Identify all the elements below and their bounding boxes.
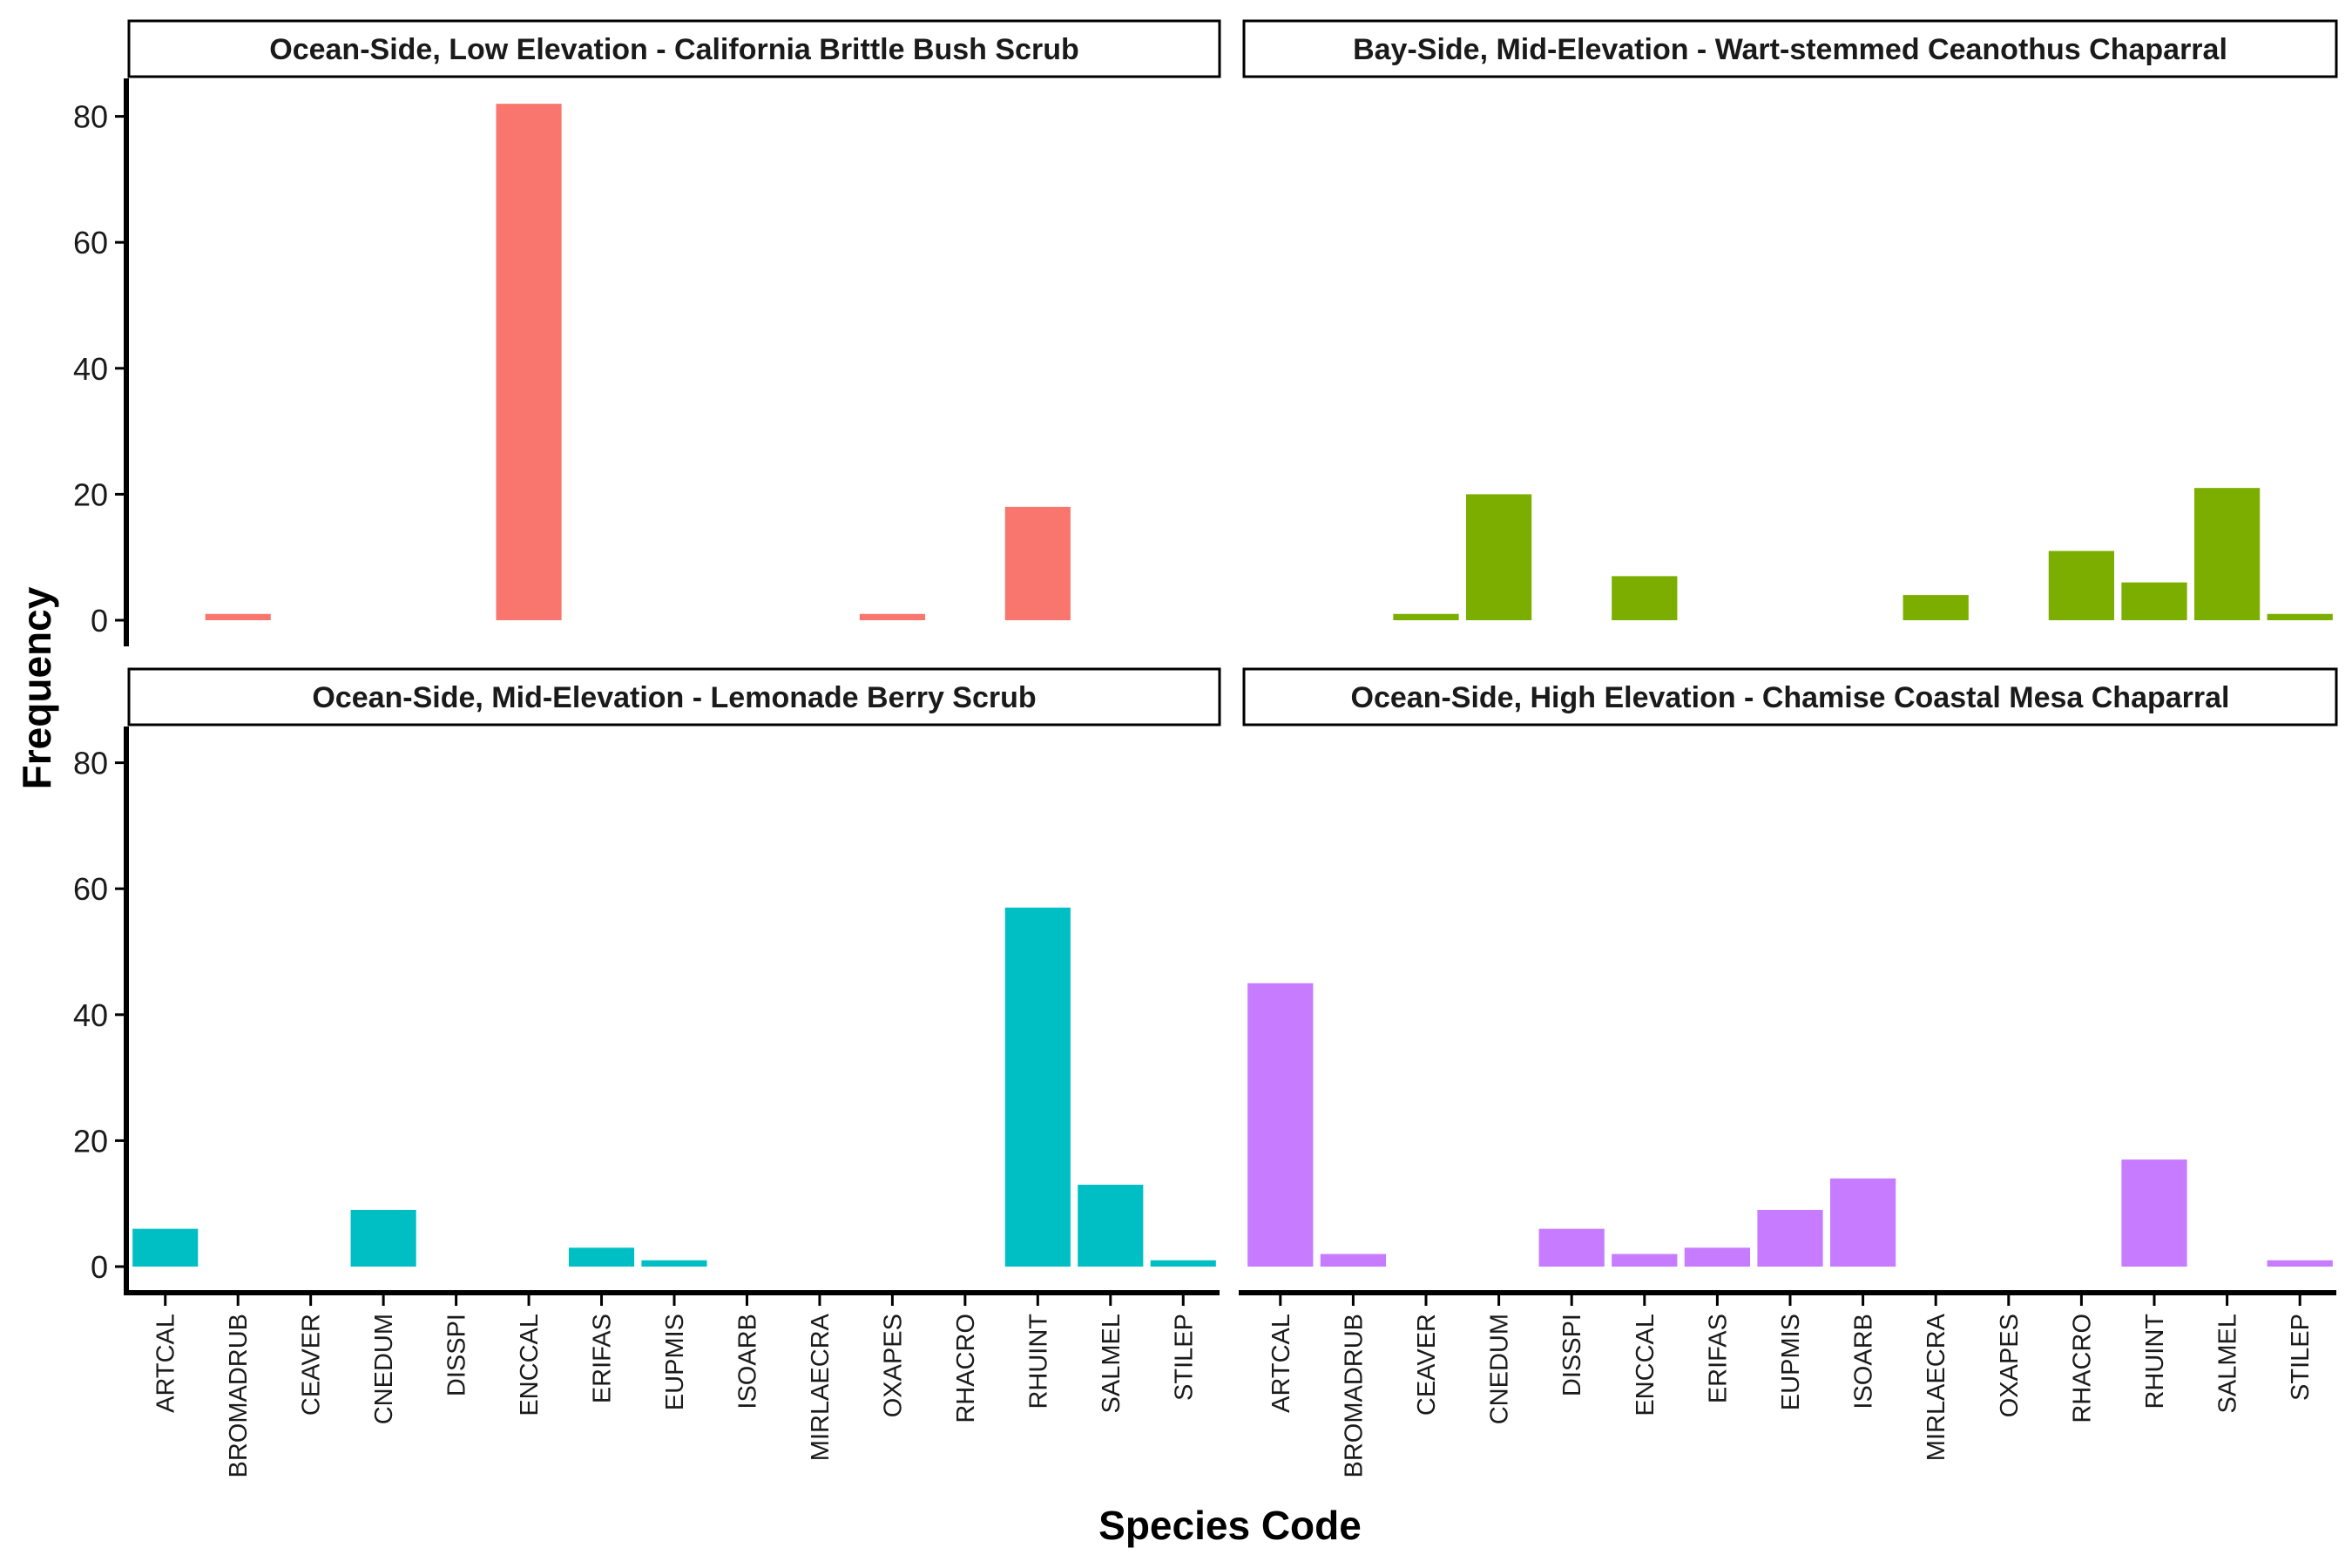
x-tick-label: OXAPES [879, 1314, 907, 1417]
bar-enccal [496, 104, 562, 620]
x-tick-label: STILEP [1170, 1314, 1198, 1401]
y-axis-title: Frequency [14, 586, 59, 789]
bar-rhacro [2048, 551, 2115, 620]
x-tick-label: SALMEL [1098, 1314, 1125, 1413]
panel-2: Bay-Side, Mid-Elevation - Wart-stemmed C… [1242, 19, 2338, 620]
x-tick-label: OXAPES [1996, 1314, 2024, 1417]
facet-strip [1242, 667, 2338, 727]
bar-enccal [1612, 1254, 1678, 1267]
x-tick-label: DISSPI [1558, 1314, 1586, 1396]
y-tick-label: 20 [73, 1123, 108, 1159]
x-tick-label: RHACRO [2068, 1314, 2096, 1423]
panels: Ocean-Side, Low Elevation - California B… [73, 19, 2338, 1478]
bar-oxapes [859, 613, 925, 620]
bar-rhuint [2121, 1159, 2187, 1267]
y-tick-label: 40 [73, 997, 108, 1033]
facet-strip [127, 667, 1221, 727]
y-tick-label: 60 [73, 225, 108, 260]
x-tick-label: CNEDUM [1486, 1314, 1514, 1424]
y-tick-label: 40 [73, 351, 108, 387]
y-tick-label: 0 [91, 1249, 108, 1285]
x-tick-label: MIRLAECRA [807, 1313, 835, 1461]
bar-eupmis [641, 1260, 707, 1267]
x-tick-label: CEAVER [298, 1314, 326, 1416]
y-tick-label: 20 [73, 476, 108, 512]
bar-erifas [1684, 1247, 1751, 1267]
x-tick-label: RHUINT [1024, 1314, 1052, 1409]
y-tick-label: 60 [73, 871, 108, 907]
bar-mirlaecra [1903, 595, 1969, 620]
panel-4: Ocean-Side, High Elevation - Chamise Coa… [1239, 667, 2338, 1478]
facet-strip [127, 19, 1221, 78]
x-axis-title: Species Code [1098, 1503, 1362, 1548]
x-tick-label: ERIFAS [1704, 1314, 1732, 1403]
x-tick-label: BROMADRUB [225, 1314, 253, 1478]
bar-ceaver [1393, 613, 1459, 620]
facet-title: Ocean-Side, High Elevation - Chamise Coa… [1351, 681, 2230, 714]
y-tick-label: 80 [73, 746, 108, 781]
panel-3: Ocean-Side, Mid-Elevation - Lemonade Ber… [73, 667, 1221, 1478]
bar-rhuint [2121, 582, 2187, 620]
bar-rhuint [1004, 907, 1071, 1267]
x-tick-label: ERIFAS [589, 1314, 617, 1403]
bar-bromadrub [205, 613, 271, 620]
bar-cnedum [350, 1209, 416, 1267]
bar-erifas [568, 1247, 635, 1267]
x-tick-label: MIRLAECRA [1923, 1313, 1950, 1461]
bar-eupmis [1757, 1209, 1823, 1267]
facet-strip [1242, 19, 2338, 78]
bar-rhuint [1004, 506, 1071, 620]
panel-1: Ocean-Side, Low Elevation - California B… [73, 19, 1221, 646]
bar-stilep [2267, 613, 2333, 620]
x-tick-label: ISOARB [733, 1314, 761, 1409]
x-tick-label: ARTCAL [1267, 1314, 1295, 1413]
bar-salmel [2193, 488, 2261, 620]
facet-title: Bay-Side, Mid-Elevation - Wart-stemmed C… [1353, 33, 2227, 66]
bar-artcal [132, 1228, 199, 1267]
bar-cnedum [1465, 494, 1532, 620]
bar-stilep [1150, 1260, 1216, 1267]
y-tick-label: 80 [73, 99, 108, 135]
x-tick-label: ENCCAL [1632, 1314, 1659, 1416]
x-tick-label: RHUINT [2141, 1314, 2169, 1409]
bar-salmel [1078, 1185, 1144, 1267]
bar-disspi [1538, 1228, 1605, 1267]
x-tick-label: SALMEL [2214, 1314, 2242, 1413]
x-tick-label: CEAVER [1413, 1314, 1441, 1416]
x-tick-label: ARTCAL [152, 1314, 180, 1413]
y-tick-label: 0 [91, 603, 108, 639]
x-tick-label: ENCCAL [516, 1314, 544, 1416]
bar-enccal [1612, 576, 1678, 620]
facet-title: Ocean-Side, Mid-Elevation - Lemonade Ber… [312, 681, 1036, 714]
x-tick-label: EUPMIS [661, 1314, 689, 1410]
x-tick-label: EUPMIS [1777, 1314, 1805, 1410]
x-tick-label: STILEP [2287, 1314, 2315, 1401]
x-tick-label: BROMADRUB [1340, 1314, 1368, 1478]
x-tick-label: DISSPI [443, 1314, 471, 1396]
bar-stilep [2267, 1260, 2333, 1267]
x-tick-label: CNEDUM [370, 1314, 398, 1424]
bar-artcal [1247, 983, 1314, 1267]
bar-isoarb [1829, 1178, 1896, 1267]
bar-bromadrub [1320, 1254, 1387, 1267]
x-tick-label: RHACRO [952, 1314, 980, 1423]
facet-title: Ocean-Side, Low Elevation - California B… [269, 33, 1079, 66]
x-tick-label: ISOARB [1850, 1314, 1878, 1409]
